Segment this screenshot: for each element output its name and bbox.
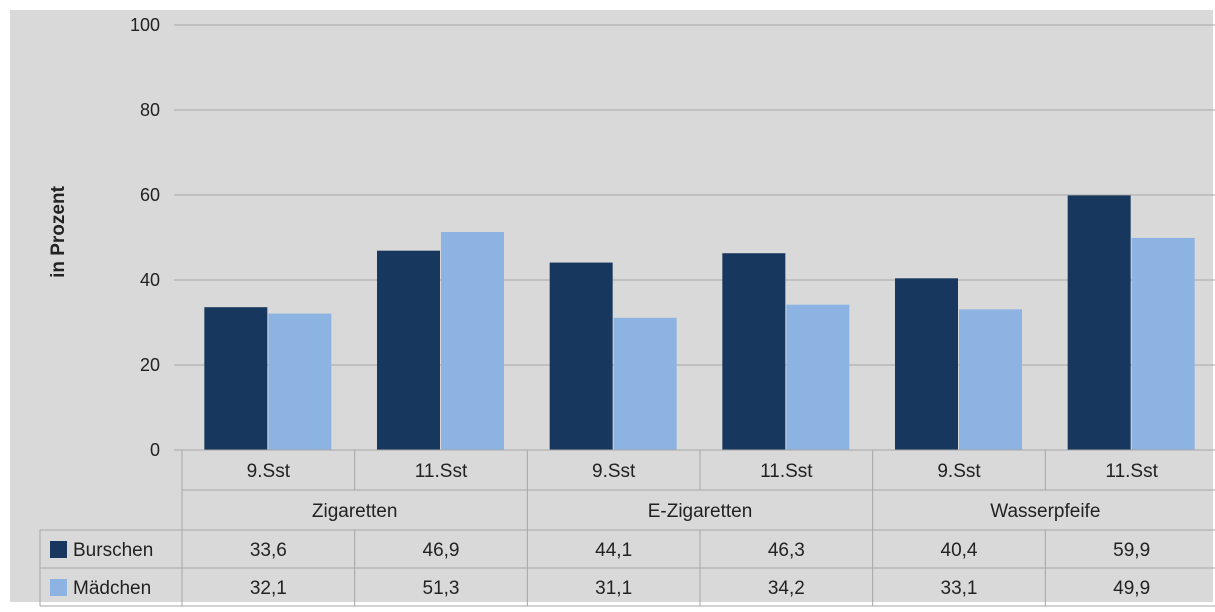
x-tick-label: 11.Sst xyxy=(760,461,813,482)
data-label: 34,2 xyxy=(768,578,805,599)
bar-m-dchen xyxy=(786,304,850,450)
bar-burschen xyxy=(895,278,958,450)
data-label: 31,1 xyxy=(595,578,632,599)
y-tick-label: 60 xyxy=(140,185,160,205)
legend-label: Mädchen xyxy=(73,578,151,599)
data-label: 32,1 xyxy=(250,578,287,599)
y-axis-label: in Prozent xyxy=(48,185,69,278)
bars xyxy=(204,195,1195,450)
y-tick-label: 100 xyxy=(130,15,160,35)
gridlines xyxy=(182,24,1215,366)
legend-swatch xyxy=(50,579,67,596)
y-tick-label: 80 xyxy=(140,100,160,120)
y-tick-label: 40 xyxy=(140,270,160,290)
x-group-label: Wasserpfeife xyxy=(990,501,1100,522)
y-tick-label: 20 xyxy=(140,355,160,375)
bar-m-dchen xyxy=(1131,237,1195,450)
data-label: 33,6 xyxy=(250,540,287,561)
x-group-label: Zigaretten xyxy=(312,501,398,522)
bar-m-dchen xyxy=(613,317,677,450)
data-label: 44,1 xyxy=(595,540,632,561)
data-table: 9.Sst 11.Sst 9.Sst 11.Sst 9.Sst 11.Sst Zigaret… xyxy=(39,449,1215,607)
y-axis: 0 20 40 60 80 100 xyxy=(130,15,182,460)
data-label: 40,4 xyxy=(941,540,978,561)
data-label: 51,3 xyxy=(423,578,460,599)
bar-burschen xyxy=(1067,195,1131,450)
x-tick-label: 9.Sst xyxy=(937,461,981,482)
x-tick-label: 11.Sst xyxy=(415,461,468,482)
bar-burschen xyxy=(722,253,786,450)
data-label: 46,3 xyxy=(768,540,805,561)
y-tick-label: 0 xyxy=(150,440,160,460)
data-label: 46,9 xyxy=(423,540,460,561)
legend-label: Burschen xyxy=(73,540,153,561)
data-label: 33,1 xyxy=(941,578,978,599)
data-label: 49,9 xyxy=(1113,578,1150,599)
x-tick-label: 11.Sst xyxy=(1105,461,1158,482)
data-label: 59,9 xyxy=(1113,540,1150,561)
bar-m-dchen xyxy=(268,313,332,450)
x-group-label: E-Zigaretten xyxy=(648,501,753,522)
x-tick-label: 9.Sst xyxy=(247,461,291,482)
x-tick-label: 9.Sst xyxy=(592,461,636,482)
legend-swatch xyxy=(50,541,67,558)
bar-m-dchen xyxy=(441,231,504,450)
bar-burschen xyxy=(377,250,440,450)
bar-burschen xyxy=(549,262,613,450)
bar-burschen xyxy=(204,307,268,450)
bar-m-dchen xyxy=(959,309,1022,450)
